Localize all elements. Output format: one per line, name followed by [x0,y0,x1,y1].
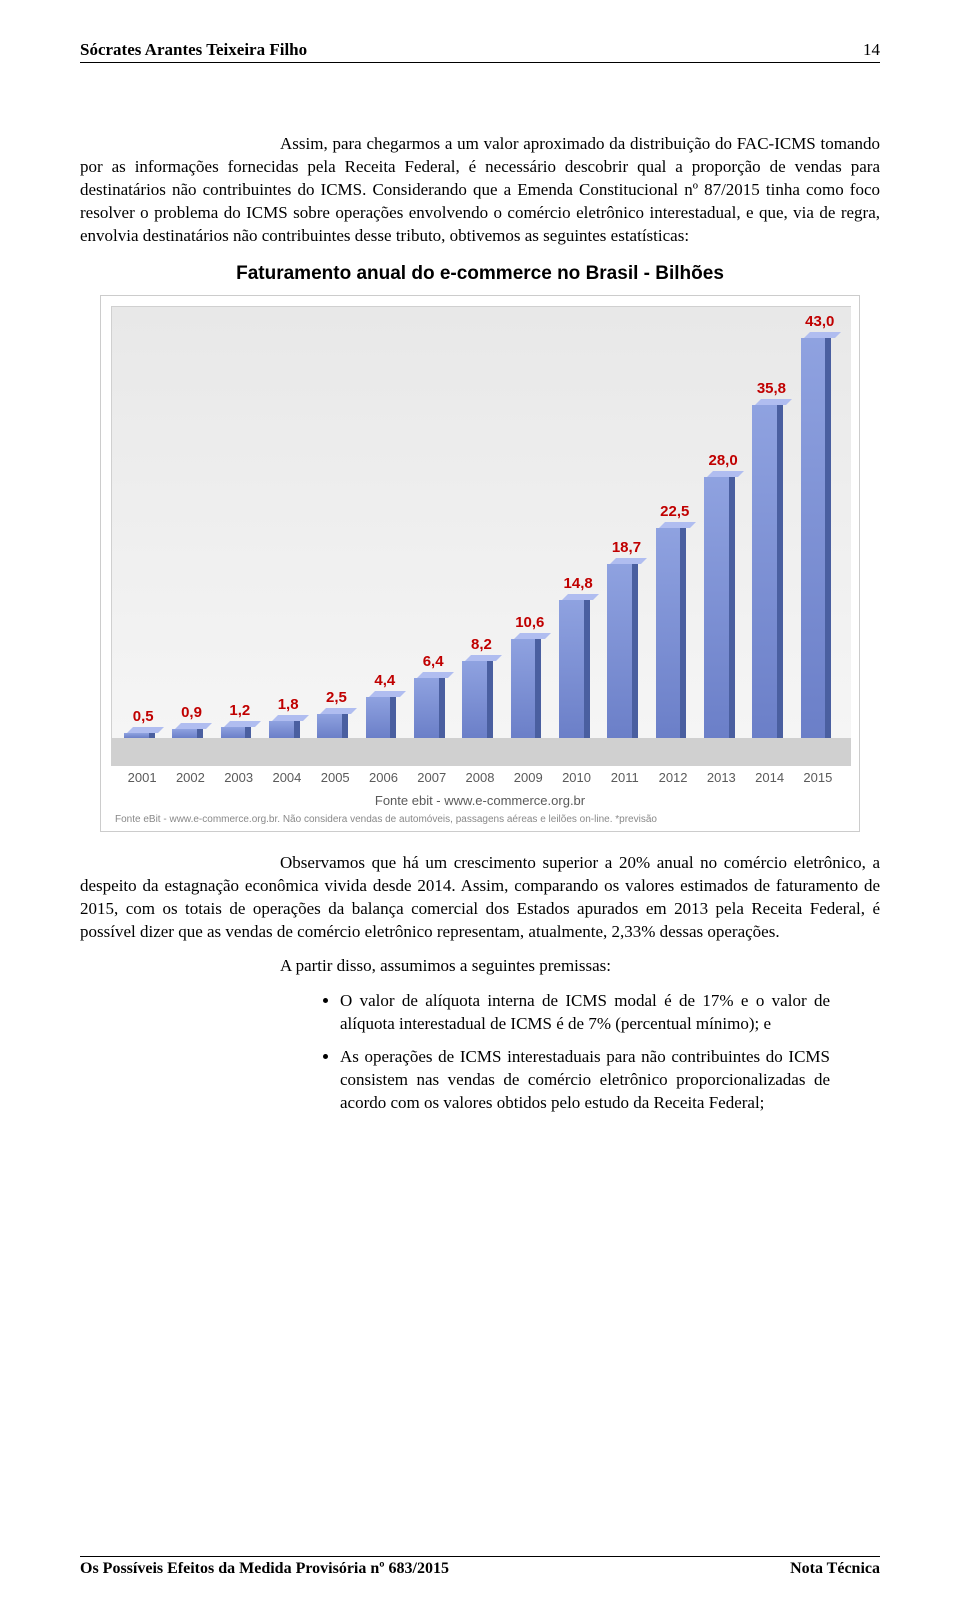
bar-front [172,729,203,737]
bar-front [752,405,783,738]
bar-value-label: 0,9 [172,704,210,721]
x-axis-label: 2014 [750,770,788,785]
page-header: Sócrates Arantes Teixeira Filho 14 [80,40,880,63]
chart-x-axis: 2001 2002 2003 2004 2005 2006 2007 2008 2009 2010… [111,766,849,785]
bar-value-label: 18,7 [607,539,645,556]
x-axis-label: 2012 [654,770,692,785]
bar-top [562,594,599,600]
x-axis-label: 2011 [606,770,644,785]
chart-floor [112,738,851,766]
bar-front [559,600,590,738]
bar-front [366,697,397,738]
paragraph-premises-intro: A partir disso, assumimos a seguintes pr… [80,955,880,978]
paragraph-intro: Assim, para chegarmos a um valor aproxim… [80,133,880,248]
x-axis-label: 2002 [171,770,209,785]
page-footer: Os Possíveis Efeitos da Medida Provisóri… [80,1556,880,1578]
bar-front [221,727,252,738]
chart-source: Fonte ebit - www.e-commerce.org.br [111,793,849,808]
bar-front [801,338,832,738]
bar-value-label: 1,2 [221,702,259,719]
bar-front [462,661,493,737]
x-axis-label: 2005 [316,770,354,785]
bar-value-label: 4,4 [366,672,404,689]
bar-value-label: 2,5 [317,689,355,706]
x-axis-label: 2001 [123,770,161,785]
bar-front [656,528,687,737]
x-axis-label: 2008 [461,770,499,785]
footer-right: Nota Técnica [790,1560,880,1578]
footer-left: Os Possíveis Efeitos da Medida Provisóri… [80,1560,449,1577]
bar-top [369,691,406,697]
bar-top [804,332,841,338]
x-axis-label: 2013 [702,770,740,785]
chart-title: Faturamento anual do e-commerce no Brasi… [80,263,880,285]
bar-value-label: 43,0 [801,313,839,330]
x-axis-label: 2003 [220,770,258,785]
bar-front [607,564,638,738]
chart-plot-area: 0,5 0,9 1,2 1,8 2,5 4,4 6,4 8,2 10,6 14,8 18,7 22,5… [111,306,851,766]
x-axis-label: 2004 [268,770,306,785]
bar-value-label: 10,6 [511,614,549,631]
bar-value-label: 6,4 [414,653,452,670]
bar-front [124,733,155,738]
bar-top [610,558,647,564]
bar-value-label: 8,2 [462,636,500,653]
header-rule [80,62,880,63]
chart-container: 0,5 0,9 1,2 1,8 2,5 4,4 6,4 8,2 10,6 14,8 18,7 22,5… [100,295,860,832]
bar-front [704,477,735,737]
bar-top [175,723,212,729]
bar-front [511,639,542,738]
x-axis-label: 2006 [364,770,402,785]
bar-top [272,715,309,721]
bar-top [659,522,696,528]
bar-front [269,721,300,738]
paragraph-observation: Observamos que há um crescimento superio… [80,852,880,944]
page-number: 14 [863,40,880,60]
bar-value-label: 35,8 [752,380,790,397]
chart-footnote: Fonte eBit - www.e-commerce.org.br. Não … [111,814,849,825]
bar-top [465,655,502,661]
bar-top [707,471,744,477]
x-axis-label: 2015 [799,770,837,785]
bar-front [317,714,348,737]
bar-value-label: 28,0 [704,452,742,469]
bar-value-label: 14,8 [559,575,597,592]
premise-item: As operações de ICMS interestaduais para… [340,1046,830,1115]
x-axis-label: 2007 [413,770,451,785]
bar-top [417,672,454,678]
bar-value-label: 1,8 [269,696,307,713]
premise-item: O valor de alíquota interna de ICMS moda… [340,990,830,1036]
bar-front [414,678,445,738]
bar-value-label: 22,5 [656,503,694,520]
x-axis-label: 2009 [509,770,547,785]
bar-value-label: 0,5 [124,708,162,725]
premises-list: O valor de alíquota interna de ICMS moda… [340,990,830,1115]
bar-top [514,633,551,639]
bar-top [127,727,164,733]
x-axis-label: 2010 [557,770,595,785]
bar-top [224,721,261,727]
chart-bars: 0,5 0,9 1,2 1,8 2,5 4,4 6,4 8,2 10,6 14,8 18,7 22,5… [124,318,839,738]
bar-top [755,399,792,405]
header-author: Sócrates Arantes Teixeira Filho [80,40,307,59]
bar-top [320,708,357,714]
